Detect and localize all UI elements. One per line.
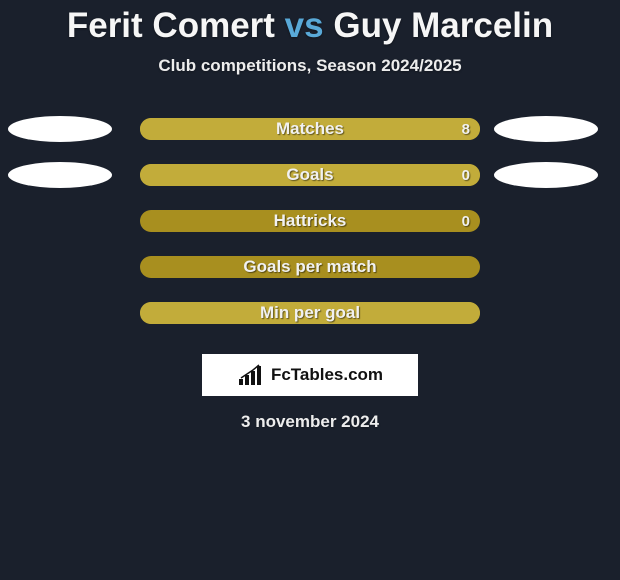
- stat-bar: Min per goal: [140, 302, 480, 324]
- footer-date: 3 november 2024: [0, 412, 620, 432]
- logo-text: FcTables.com: [271, 365, 383, 385]
- stat-label: Min per goal: [260, 303, 360, 323]
- player-oval-left: [8, 162, 112, 188]
- stat-bar: Goals per match: [140, 256, 480, 278]
- stat-row: Min per goal: [0, 290, 620, 336]
- player-oval-left: [8, 116, 112, 142]
- logo-bars-icon: [237, 363, 267, 387]
- logo-box: FcTables.com: [202, 354, 418, 396]
- stat-bar: Goals 0: [140, 164, 480, 186]
- stat-bar: Hattricks 0: [140, 210, 480, 232]
- subtitle: Club competitions, Season 2024/2025: [0, 56, 620, 76]
- stat-value-right: 0: [462, 213, 470, 230]
- title-player1: Ferit Comert: [67, 6, 275, 45]
- stat-row: Goals 0: [0, 152, 620, 198]
- title-vs: vs: [285, 6, 324, 45]
- title-player2: Guy Marcelin: [333, 6, 553, 45]
- stats-container: Matches 8 Goals 0 Hattricks 0 Goals per match M…: [0, 106, 620, 336]
- stat-row: Hattricks 0: [0, 198, 620, 244]
- stat-row: Goals per match: [0, 244, 620, 290]
- stat-label: Hattricks: [274, 211, 347, 231]
- stat-row: Matches 8: [0, 106, 620, 152]
- stat-label: Goals: [286, 165, 333, 185]
- stat-value-right: 0: [462, 167, 470, 184]
- stat-label: Matches: [276, 119, 344, 139]
- stat-value-right: 8: [462, 121, 470, 138]
- player-oval-right: [494, 116, 598, 142]
- stat-label: Goals per match: [243, 257, 376, 277]
- stat-bar: Matches 8: [140, 118, 480, 140]
- player-oval-right: [494, 162, 598, 188]
- page-title: Ferit Comert vs Guy Marcelin: [0, 0, 620, 46]
